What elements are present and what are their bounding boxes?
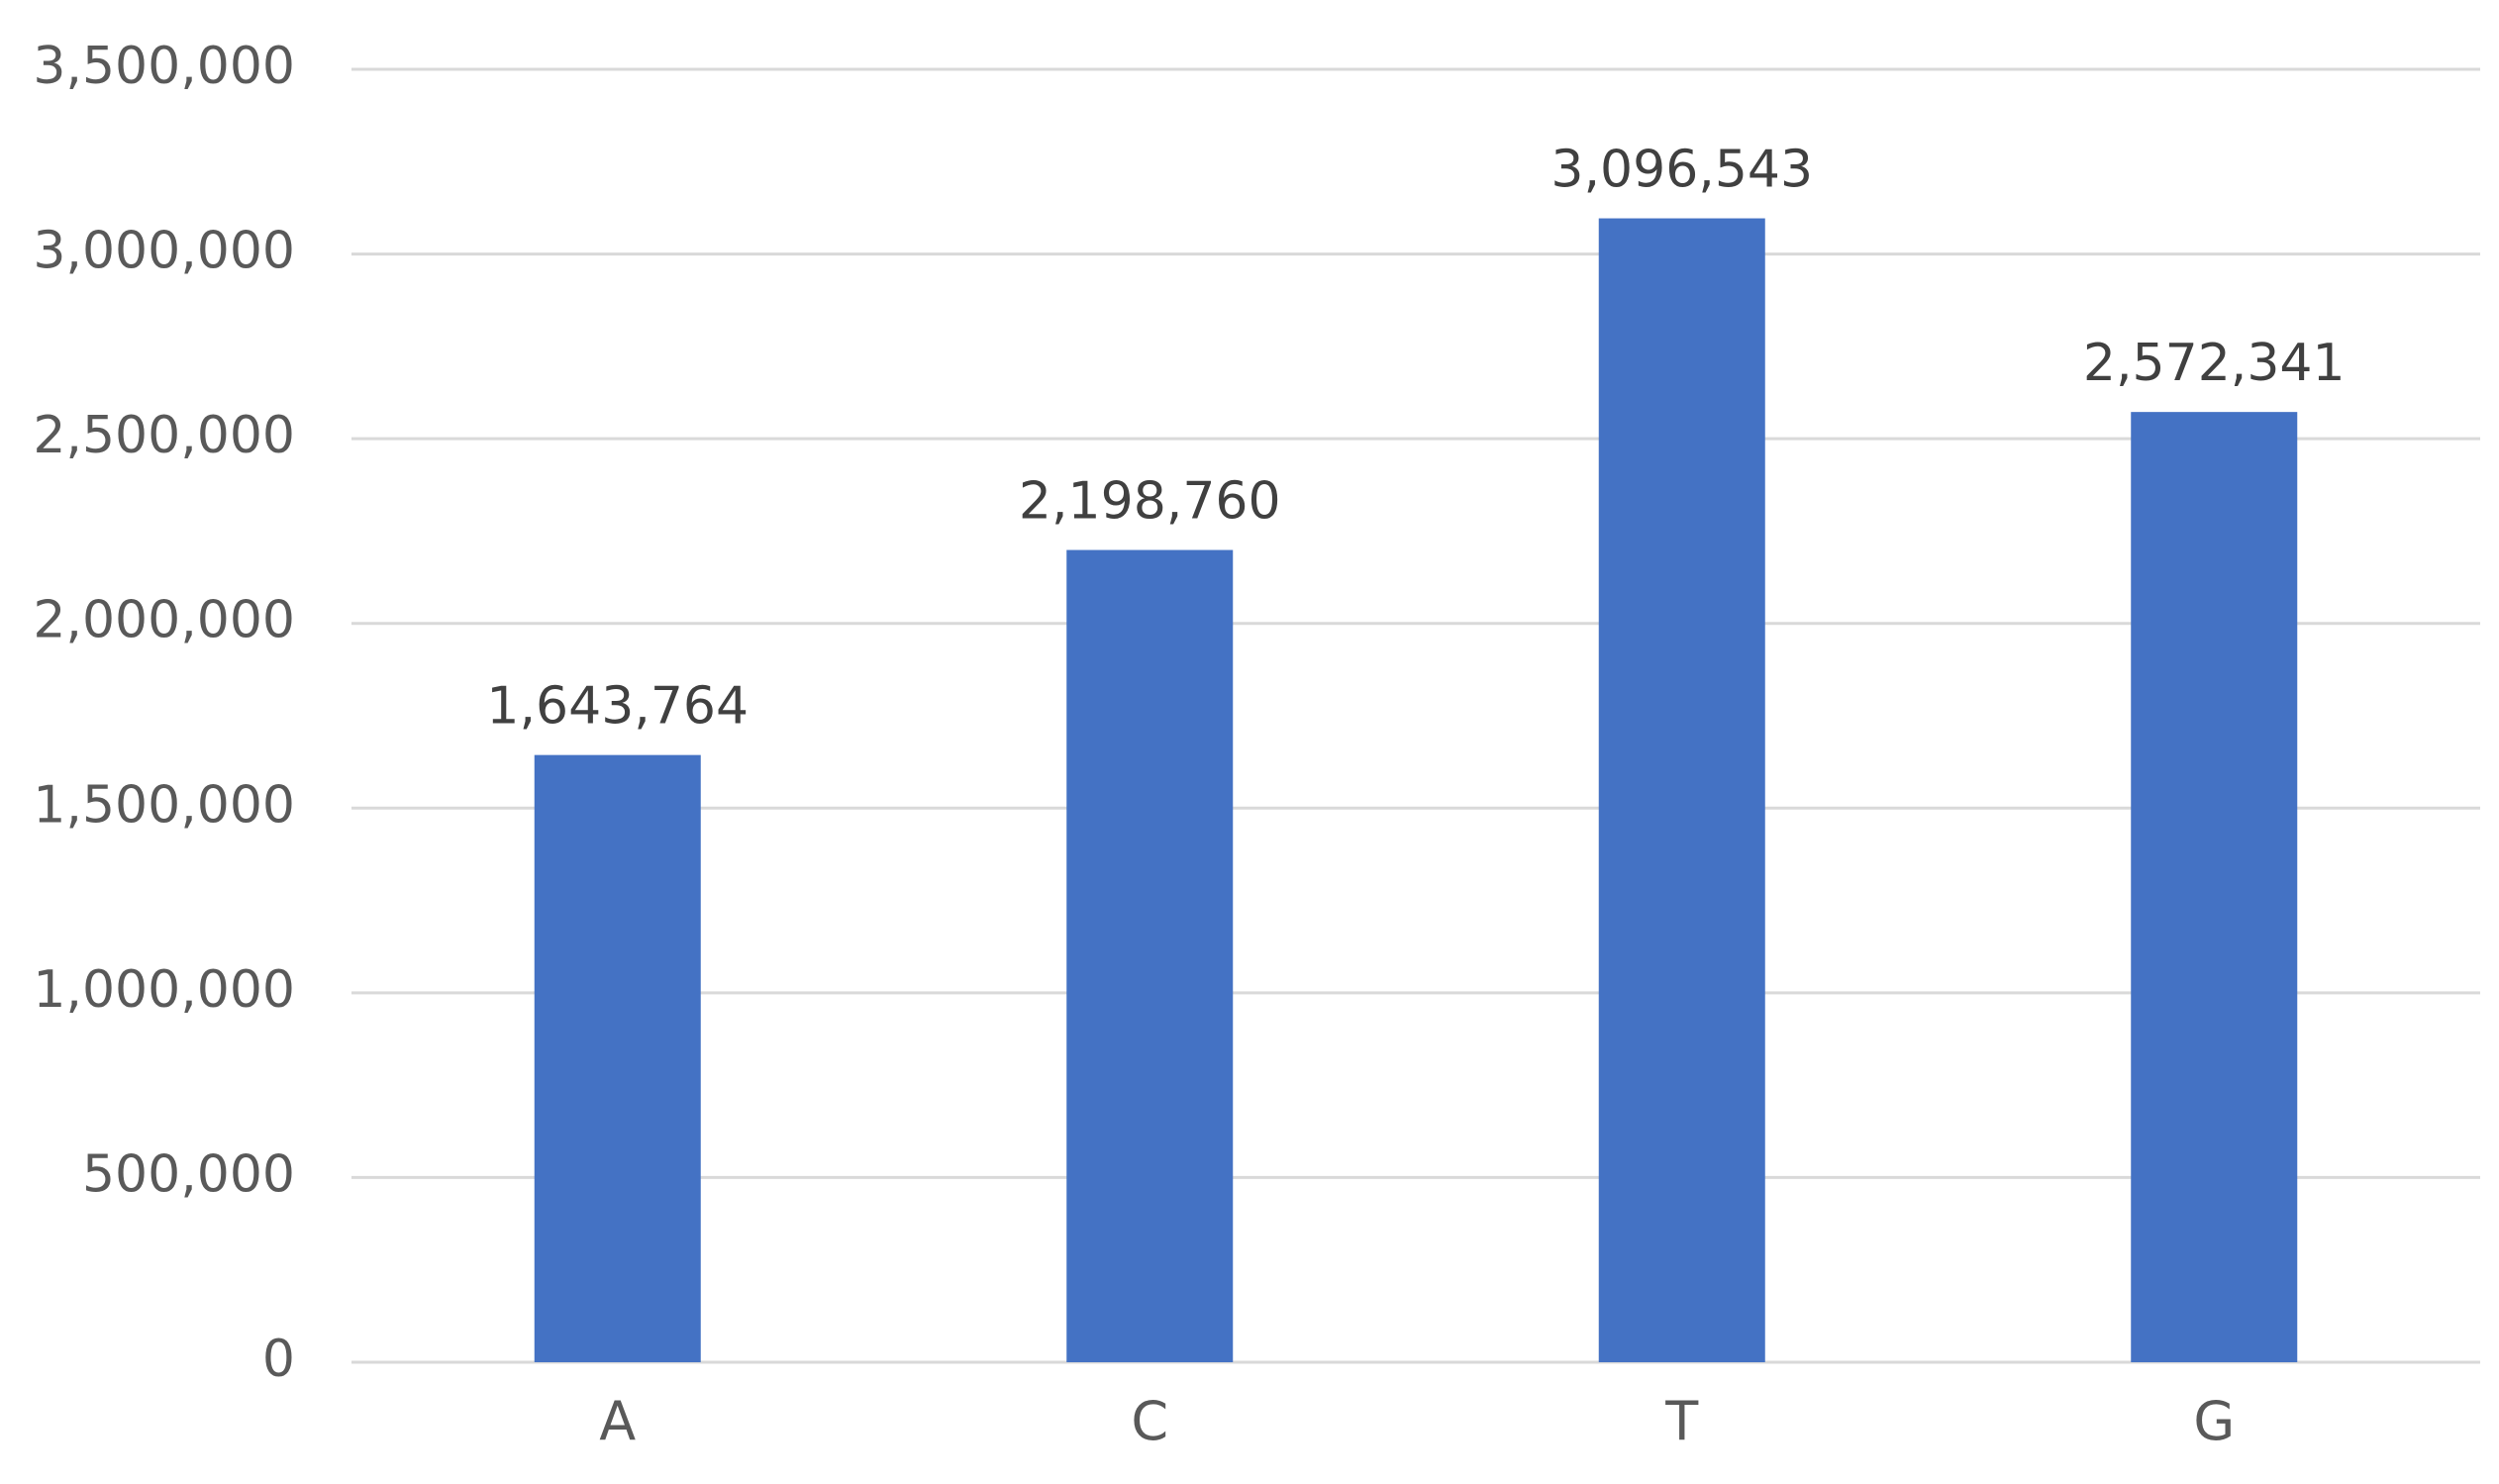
y-tick-label: 3,500,000 xyxy=(33,37,295,96)
y-tick-label: 0 xyxy=(262,1330,295,1389)
y-tick-label: 1,000,000 xyxy=(33,960,295,1020)
y-tick-label: 2,500,000 xyxy=(33,406,295,465)
data-label: 1,643,764 xyxy=(486,677,749,737)
y-tick-label: 2,000,000 xyxy=(33,591,295,650)
gridlines xyxy=(351,67,2480,1364)
y-tick-label: 1,500,000 xyxy=(33,775,295,835)
data-label: 3,096,543 xyxy=(1550,141,1813,200)
x-tick-label: T xyxy=(1664,1390,1699,1452)
y-axis-tick-labels: 0 500,000 1,000,000 1,500,000 2,000,000 2,500… xyxy=(33,37,295,1389)
x-tick-label: A xyxy=(599,1390,636,1452)
x-tick-label: C xyxy=(1131,1390,1168,1452)
bar-G xyxy=(2131,412,2298,1363)
data-label: 2,572,341 xyxy=(2083,334,2346,393)
data-labels: 1,643,764 2,198,760 3,096,543 2,572,341 xyxy=(486,141,2345,737)
bar-T xyxy=(1598,218,1765,1362)
y-tick-label: 500,000 xyxy=(82,1144,295,1204)
bar-A xyxy=(534,754,701,1362)
data-label: 2,198,760 xyxy=(1019,472,1281,532)
y-tick-label: 3,000,000 xyxy=(33,222,295,281)
bars xyxy=(534,218,2298,1363)
x-tick-label: G xyxy=(2193,1390,2235,1452)
bar-C xyxy=(1066,549,1234,1362)
